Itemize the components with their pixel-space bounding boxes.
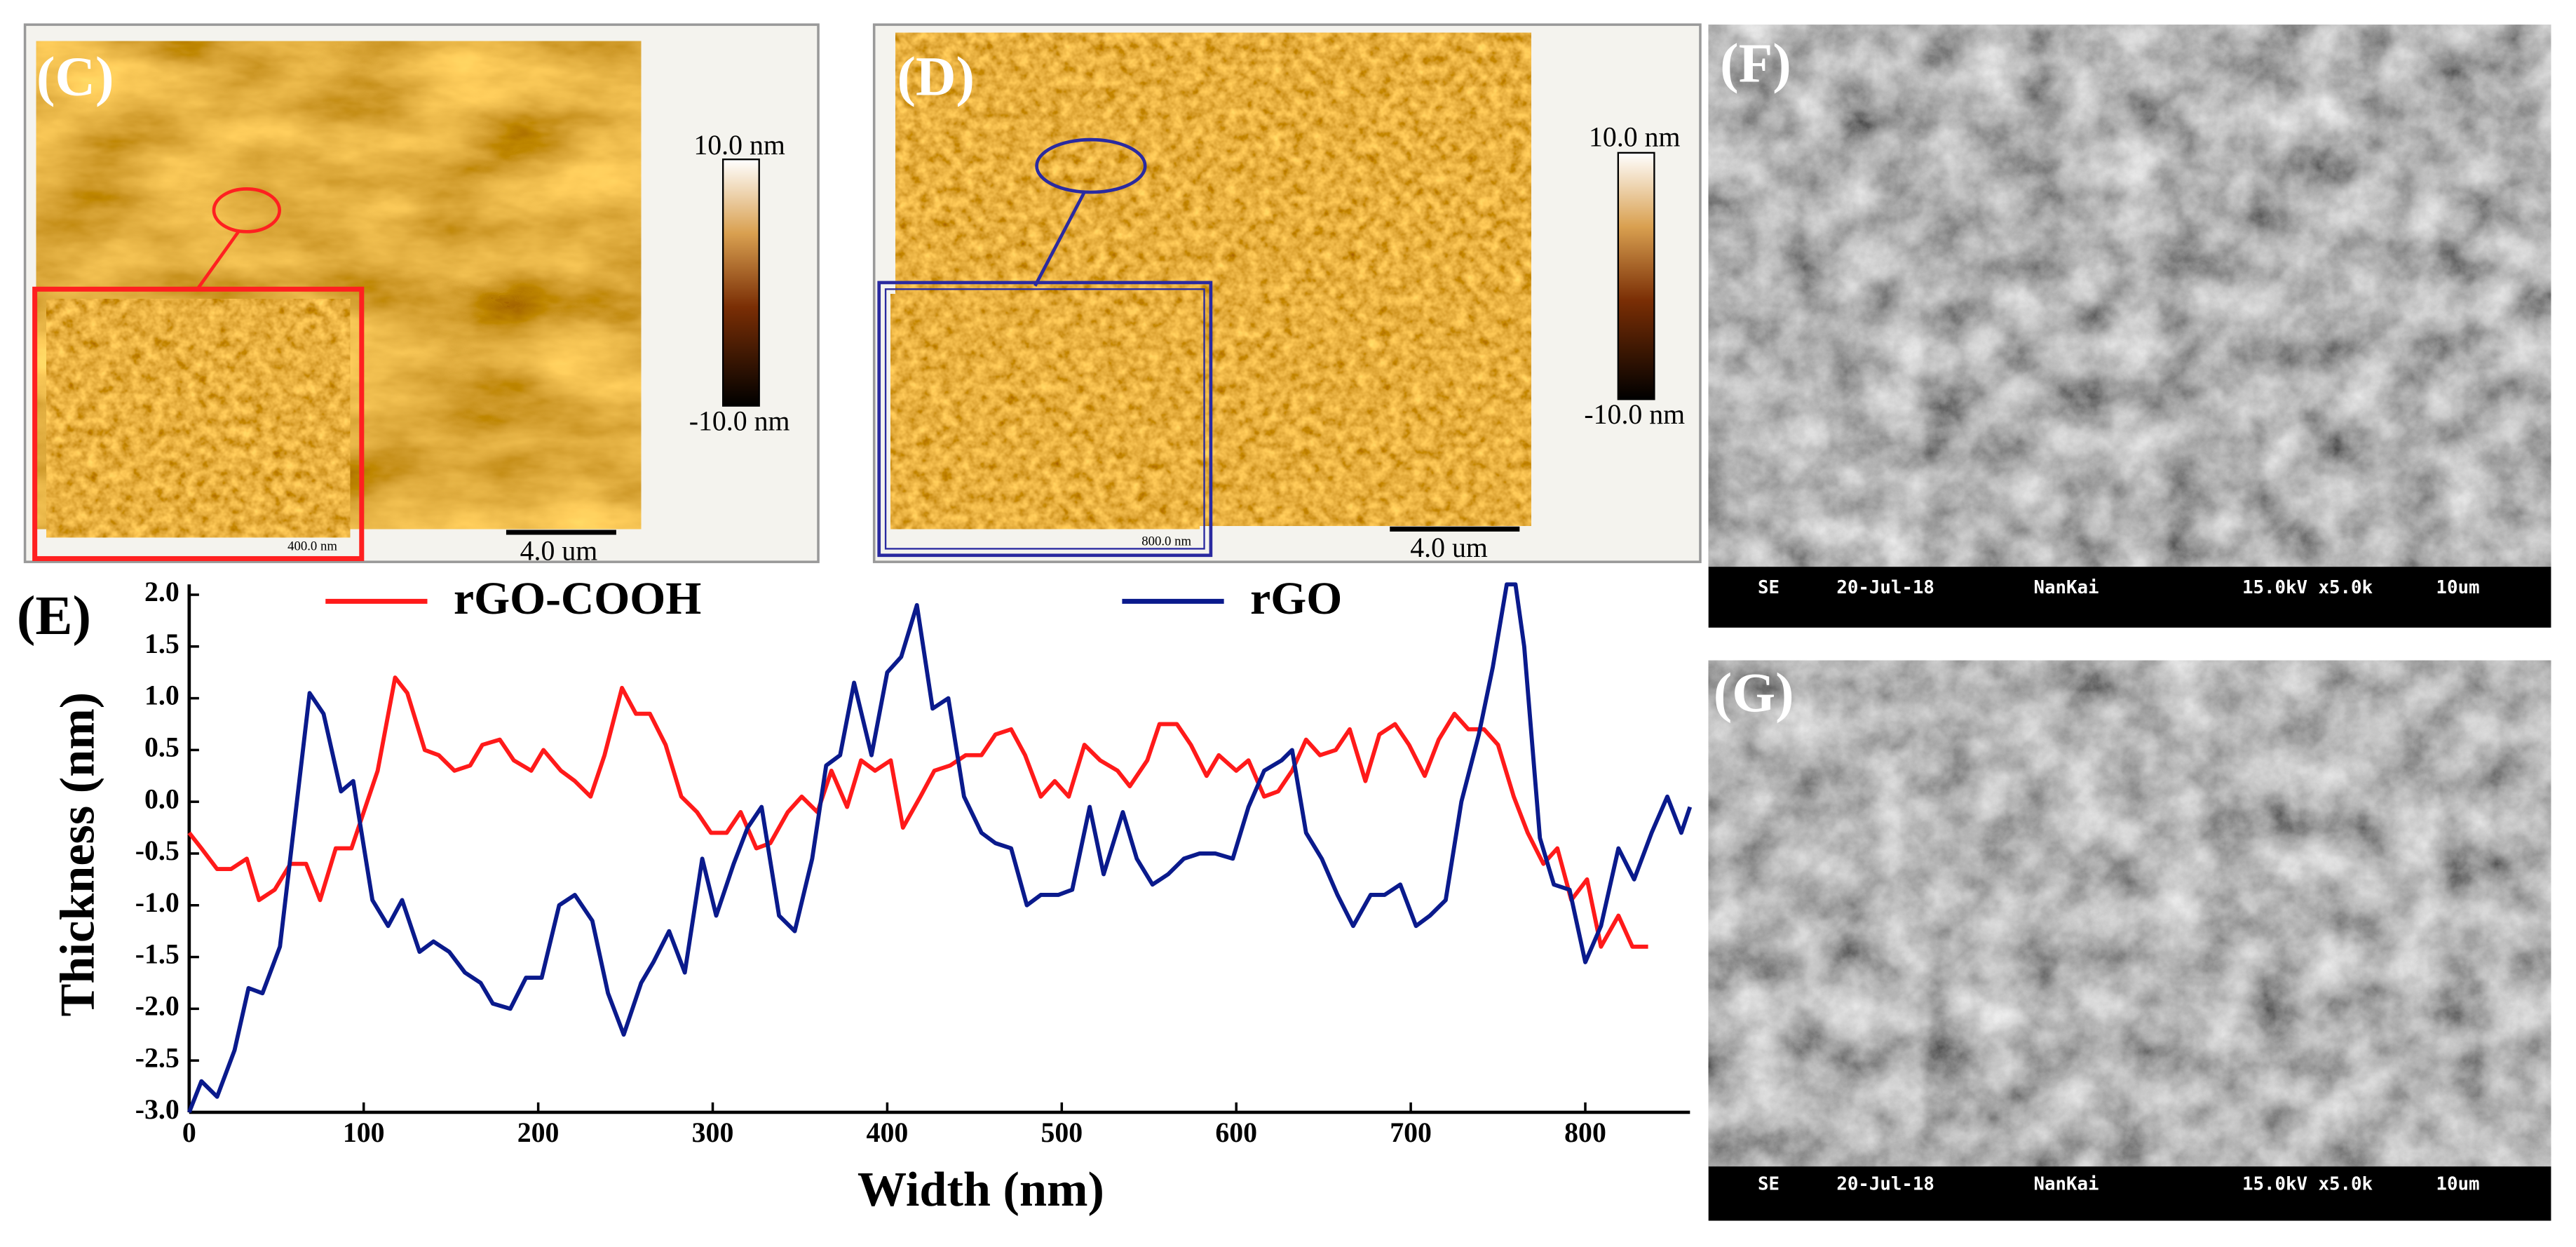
legend-label: rGO-COOH [454, 574, 701, 624]
x-tick-label: 300 [692, 1117, 734, 1148]
info-bar [1708, 1166, 2551, 1221]
colorbar-min: -10.0 nm [689, 406, 790, 437]
y-tick-label: -0.5 [135, 835, 179, 866]
panel-g: (G) SE 20-Jul-18 NanKai 15.0kV x5.0k 10u… [1708, 660, 2551, 1221]
y-tick-label: -1.0 [135, 887, 179, 918]
y-tick-label: 2.0 [144, 577, 179, 607]
info-text: 10um [2436, 577, 2479, 598]
y-tick-label: -2.0 [135, 990, 179, 1021]
y-axis-label: Thickness (nm) [50, 692, 105, 1017]
colorbar-min: -10.0 nm [1584, 399, 1685, 430]
colorbar-max: 10.0 nm [1589, 121, 1681, 152]
panel-label: (F) [1720, 33, 1791, 95]
y-tick-label: 1.5 [144, 628, 179, 659]
inset-frame [877, 281, 1213, 558]
inset-frame [884, 288, 1205, 550]
inset-scale: 400.0 nm [287, 539, 337, 553]
inset-image [46, 299, 351, 538]
x-axis-label: Width (nm) [857, 1162, 1104, 1217]
x-tick-label: 600 [1215, 1117, 1257, 1148]
region-marker [1035, 137, 1147, 194]
panel-label: (G) [1714, 662, 1794, 724]
info-text: 20-Jul-18 [1836, 577, 1934, 598]
chart: (E) Width (nm) Thickness (nm) 0 100 200 300… [17, 574, 1693, 1217]
info-text: 20-Jul-18 [1836, 1173, 1934, 1194]
info-text: 15.0kV x5.0k [2242, 577, 2373, 598]
panel-c: 400.0 nm (C) 10.0 nm -10.0 nm 4.0 um [23, 23, 820, 567]
info-text: NanKai [2034, 577, 2099, 598]
legend-label: rGO [1250, 574, 1342, 624]
connector [196, 230, 240, 290]
colorbar-max: 10.0 nm [693, 130, 785, 161]
info-bar [1708, 567, 2551, 628]
scale-label: 4.0 um [1410, 532, 1488, 563]
info-text: 10um [2436, 1173, 2479, 1194]
x-tick-label: 0 [182, 1117, 196, 1148]
panel-label: (C) [36, 46, 114, 107]
x-tick-label: 100 [343, 1117, 385, 1148]
x-tick-label: 700 [1390, 1117, 1432, 1148]
x-tick-label: 800 [1564, 1117, 1606, 1148]
inset-image [890, 294, 1200, 530]
colorbar [1617, 151, 1655, 400]
colorbar [721, 159, 760, 407]
sem-image [1708, 25, 2551, 567]
x-tick-label: 500 [1040, 1117, 1083, 1148]
x-tick-label: 200 [517, 1117, 560, 1148]
inset-scale: 800.0 nm [1141, 534, 1191, 548]
panel-f: (F) SE 20-Jul-18 NanKai 15.0kV x5.0k 10u… [1708, 25, 2551, 628]
data-line [187, 582, 1693, 1113]
y-tick-label: 0.5 [144, 732, 179, 763]
y-tick-label: 0.0 [144, 783, 179, 814]
panel-label: (E) [17, 585, 91, 647]
info-text: SE [1758, 1173, 1780, 1194]
data-line [187, 675, 1648, 949]
y-tick-label: -2.5 [135, 1042, 179, 1073]
info-text: 15.0kV x5.0k [2242, 1173, 2373, 1194]
region-marker [212, 187, 282, 234]
inset-frame [32, 286, 365, 561]
y-tick-label: 1.0 [144, 680, 179, 711]
y-tick-label: -3.0 [135, 1094, 179, 1125]
sem-image [1708, 660, 2551, 1167]
connector [1033, 191, 1086, 287]
panel-label: (D) [897, 46, 975, 107]
x-tick-label: 400 [867, 1117, 909, 1148]
panel-d: 800.0 nm (D) 10.0 nm -10.0 nm 4.0 um [872, 23, 1702, 563]
info-text: SE [1758, 577, 1780, 598]
info-text: NanKai [2034, 1173, 2099, 1194]
y-tick-label: -1.5 [135, 939, 179, 970]
scale-label: 4.0 um [520, 536, 598, 567]
